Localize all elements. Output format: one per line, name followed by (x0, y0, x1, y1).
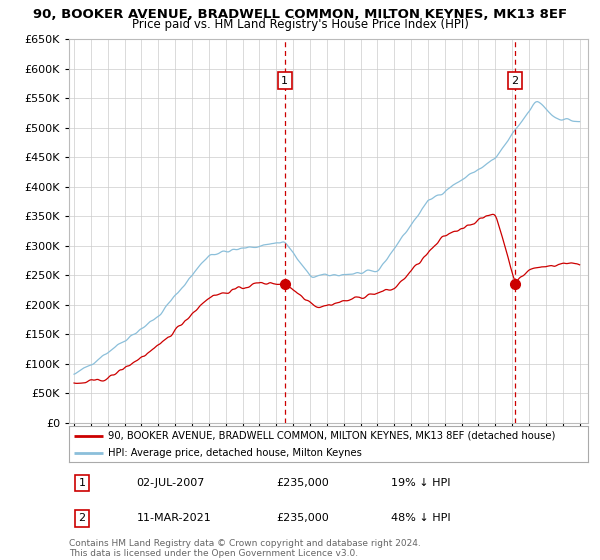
Text: £235,000: £235,000 (277, 478, 329, 488)
Text: HPI: Average price, detached house, Milton Keynes: HPI: Average price, detached house, Milt… (108, 448, 362, 458)
Text: 19% ↓ HPI: 19% ↓ HPI (391, 478, 450, 488)
Text: £235,000: £235,000 (277, 514, 329, 523)
Text: 90, BOOKER AVENUE, BRADWELL COMMON, MILTON KEYNES, MK13 8EF: 90, BOOKER AVENUE, BRADWELL COMMON, MILT… (33, 8, 567, 21)
Text: 11-MAR-2021: 11-MAR-2021 (136, 514, 211, 523)
Text: Contains HM Land Registry data © Crown copyright and database right 2024.
This d: Contains HM Land Registry data © Crown c… (69, 539, 421, 558)
Text: 90, BOOKER AVENUE, BRADWELL COMMON, MILTON KEYNES, MK13 8EF (detached house): 90, BOOKER AVENUE, BRADWELL COMMON, MILT… (108, 431, 556, 441)
Text: Price paid vs. HM Land Registry's House Price Index (HPI): Price paid vs. HM Land Registry's House … (131, 18, 469, 31)
Text: 48% ↓ HPI: 48% ↓ HPI (391, 514, 451, 523)
Text: 1: 1 (79, 478, 85, 488)
Text: 2: 2 (511, 76, 518, 86)
Text: 2: 2 (79, 514, 86, 523)
Text: 1: 1 (281, 76, 288, 86)
Text: 02-JUL-2007: 02-JUL-2007 (136, 478, 205, 488)
